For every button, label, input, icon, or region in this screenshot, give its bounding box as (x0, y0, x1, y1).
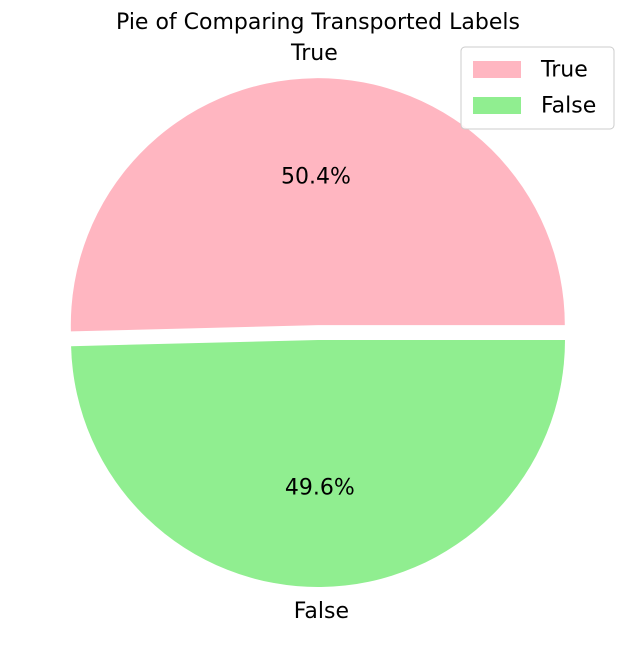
pie-slices (70, 78, 565, 587)
chart-title: Pie of Comparing Transported Labels (116, 10, 520, 35)
legend-label-true: True (540, 58, 588, 83)
legend-label-false: False (541, 94, 596, 119)
legend: True False (460, 46, 615, 130)
pct-label-true: 50.4% (281, 164, 351, 189)
pie-labels: 50.4% True 49.6% False (281, 41, 355, 624)
pie-slice-false (71, 340, 565, 587)
slice-label-false: False (294, 599, 349, 624)
legend-swatch-false (473, 97, 521, 114)
pie-slice-true (70, 78, 565, 332)
slice-label-true: True (290, 41, 338, 66)
legend-swatch-true (473, 61, 521, 78)
pct-label-false: 49.6% (285, 476, 355, 501)
